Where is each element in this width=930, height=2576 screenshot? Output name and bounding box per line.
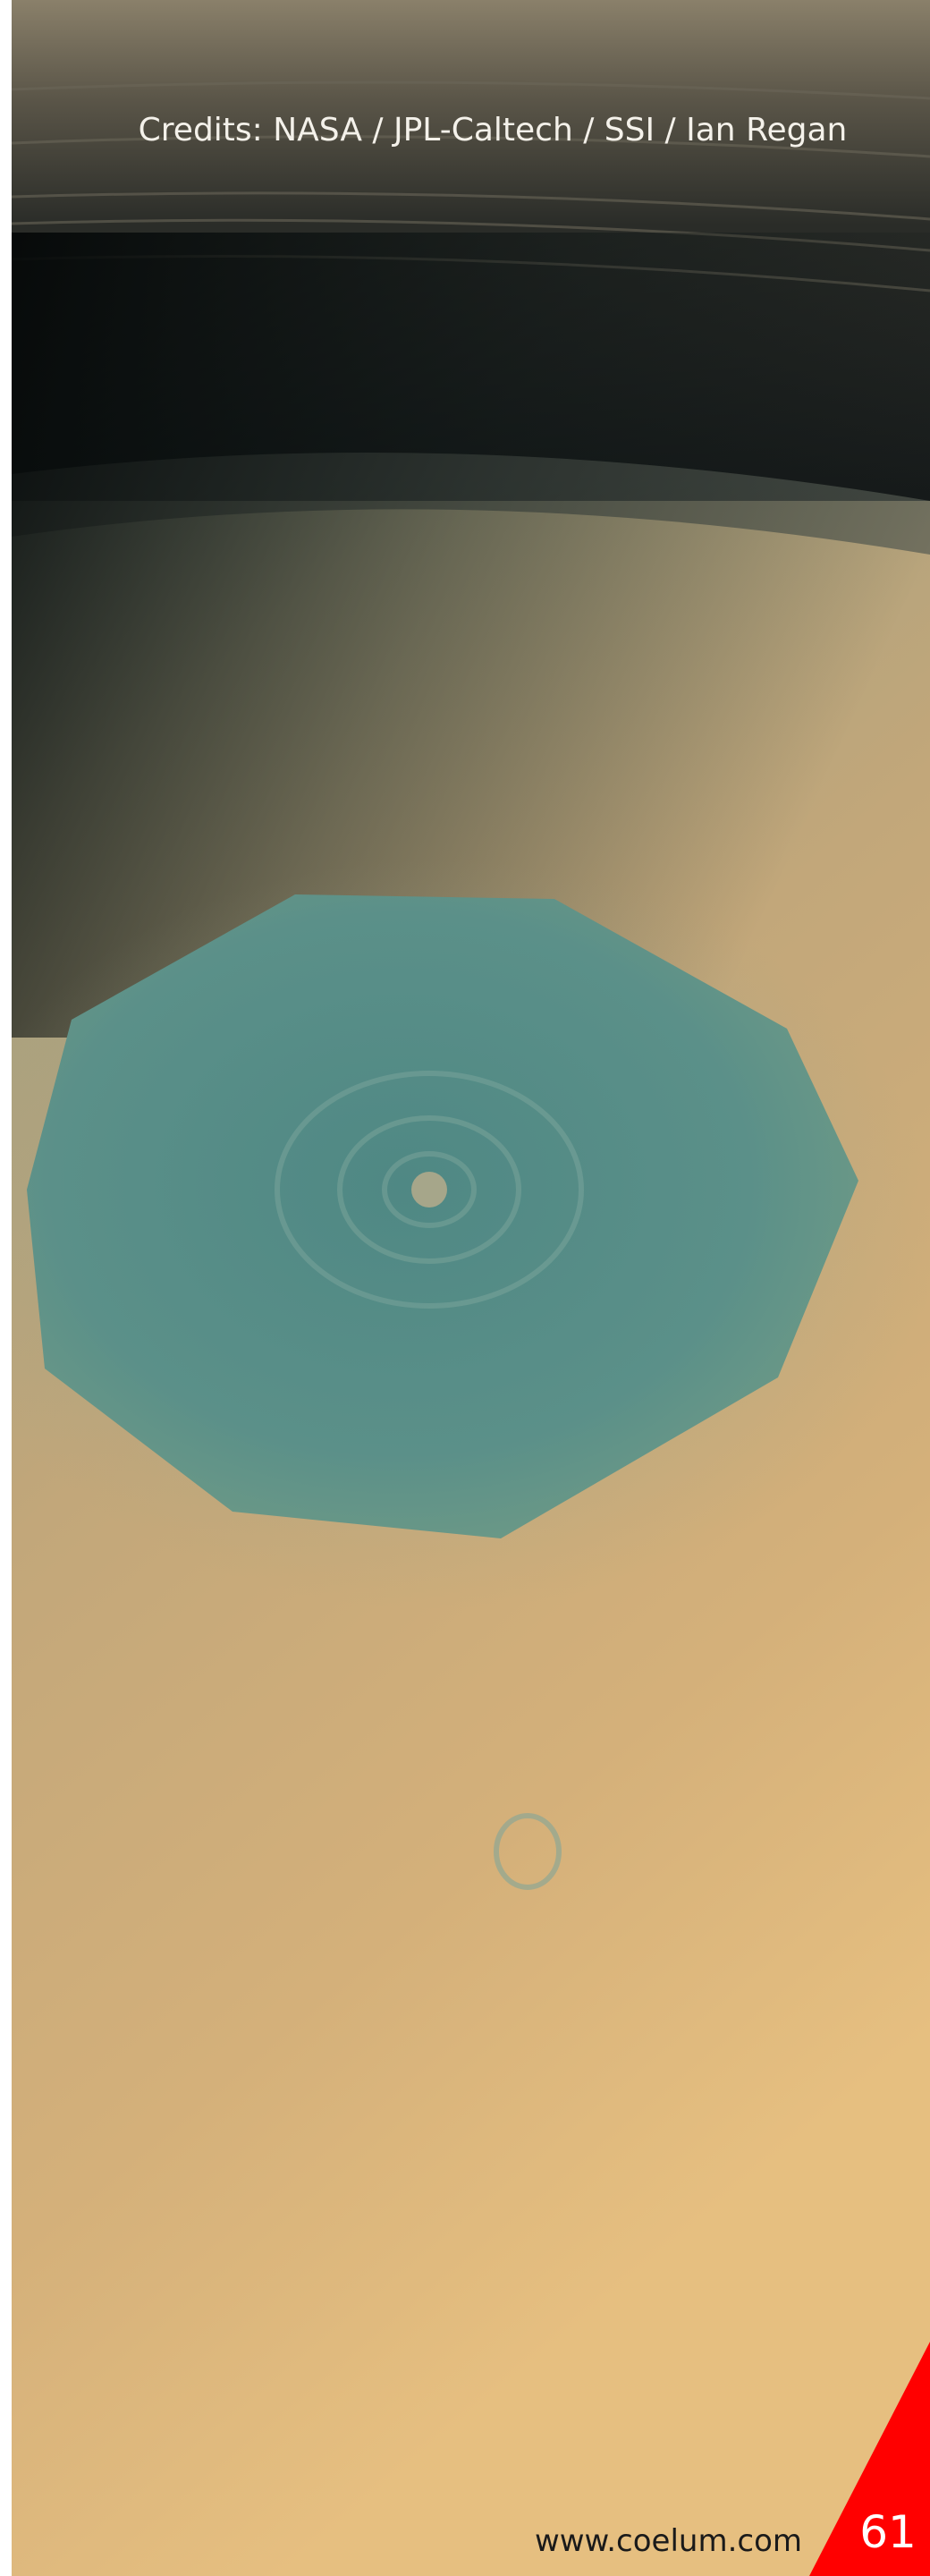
photo-credits: Credits: NASA / JPL-Caltech / SSI / Ian … <box>139 112 848 148</box>
page-number: 61 <box>859 2506 917 2558</box>
page-corner <box>809 2342 930 2576</box>
website: www.coelum.com <box>535 2523 802 2559</box>
